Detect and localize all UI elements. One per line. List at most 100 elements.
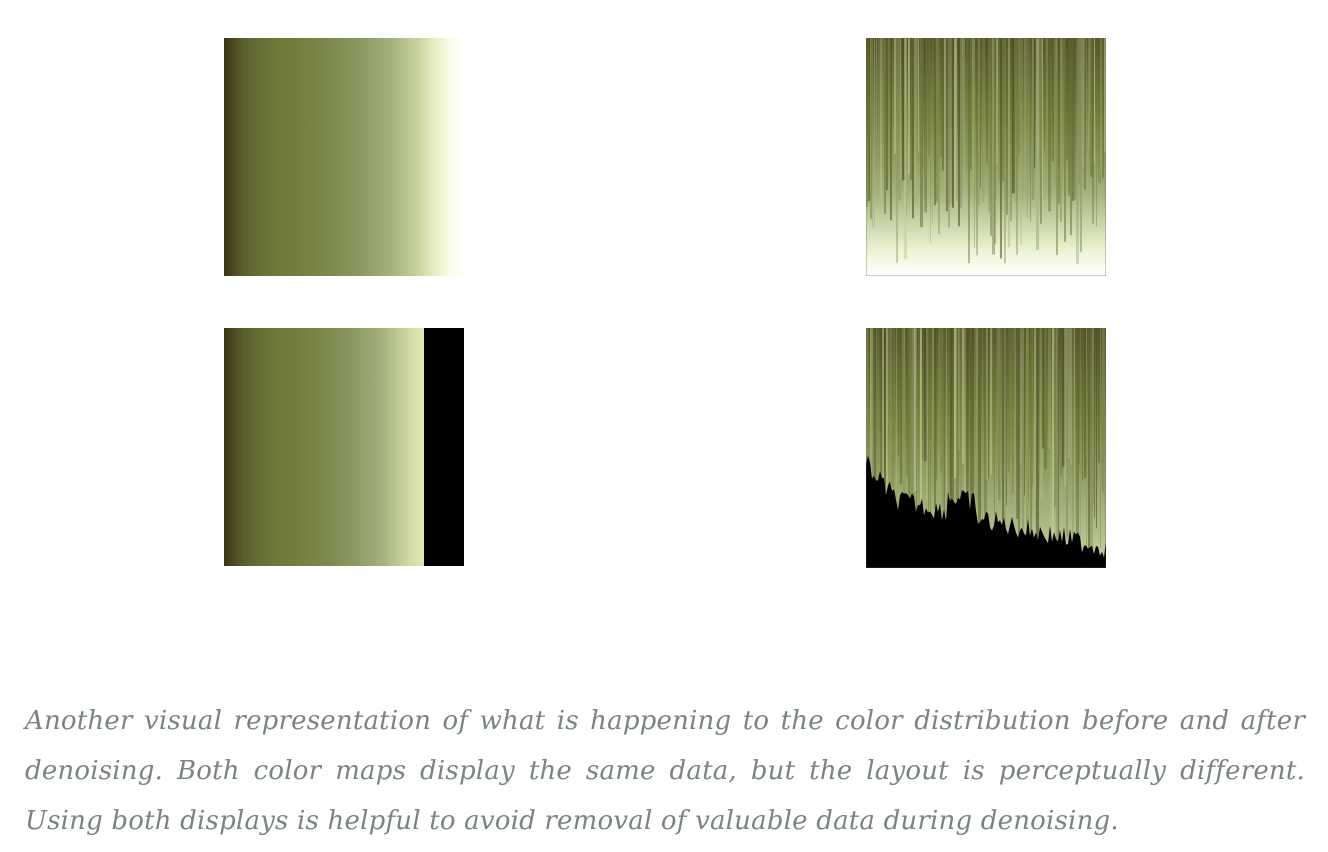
streak <box>1038 328 1040 474</box>
streak <box>890 328 892 500</box>
streak <box>1056 328 1058 558</box>
streak <box>1098 38 1101 184</box>
streak <box>1058 38 1060 204</box>
streak <box>904 328 905 518</box>
streak <box>894 38 896 154</box>
streak <box>1058 328 1059 542</box>
streak <box>1082 38 1085 169</box>
streak <box>918 38 919 151</box>
streak <box>902 38 905 181</box>
streak <box>932 38 933 223</box>
streak <box>1100 38 1102 176</box>
streak <box>986 38 988 164</box>
streak <box>986 328 988 480</box>
streak <box>946 38 948 212</box>
streak <box>952 38 954 208</box>
streak <box>1028 38 1030 149</box>
streak <box>884 38 886 214</box>
streak <box>978 38 980 207</box>
streak <box>962 328 964 464</box>
streak <box>1030 328 1032 545</box>
streak <box>992 38 995 255</box>
streak <box>948 328 951 496</box>
streak-canvas <box>866 38 1106 276</box>
streak <box>1100 328 1101 548</box>
streak <box>934 38 936 206</box>
streak <box>898 328 899 456</box>
gradient-fill <box>224 38 464 276</box>
streak <box>1086 328 1087 554</box>
streak <box>1052 38 1054 162</box>
streak <box>1086 38 1087 194</box>
streak <box>866 328 868 553</box>
streak <box>988 38 990 213</box>
streak <box>1096 38 1097 227</box>
streak <box>1064 38 1066 242</box>
streak <box>1044 38 1045 150</box>
streak <box>968 38 970 264</box>
streak <box>898 38 901 201</box>
streak <box>990 328 992 475</box>
streak <box>1048 328 1050 450</box>
streak <box>946 328 947 495</box>
streak <box>948 38 950 228</box>
streak <box>934 328 936 509</box>
streak <box>916 328 917 556</box>
streak <box>900 328 902 485</box>
streak <box>1006 38 1008 215</box>
streak <box>890 38 892 221</box>
streak <box>1024 38 1026 178</box>
streak <box>1010 38 1012 222</box>
streak <box>1026 38 1028 219</box>
streak <box>1076 38 1079 264</box>
streak <box>892 328 894 488</box>
streak <box>962 38 964 155</box>
streak <box>994 38 996 245</box>
streak <box>884 328 886 510</box>
streak <box>886 38 888 191</box>
streak <box>970 328 972 526</box>
streak <box>1040 328 1043 499</box>
streak <box>902 328 905 541</box>
streak <box>982 38 984 203</box>
streak <box>878 38 880 163</box>
streak <box>1022 328 1024 530</box>
streak <box>1032 328 1033 487</box>
streak <box>958 38 960 227</box>
streak <box>926 38 927 208</box>
streak <box>964 328 966 533</box>
streak <box>1074 328 1075 495</box>
streak <box>998 328 1000 501</box>
streak <box>954 38 957 214</box>
streak <box>866 38 868 207</box>
streak <box>1060 38 1062 222</box>
streak <box>1004 38 1006 264</box>
streak <box>980 38 981 188</box>
streak <box>938 328 940 492</box>
streak <box>1028 328 1029 499</box>
streak <box>1020 328 1022 464</box>
streak <box>882 38 885 169</box>
streak <box>1024 328 1025 496</box>
streak <box>1032 38 1034 200</box>
streak <box>1092 328 1094 505</box>
streak <box>1002 38 1004 182</box>
streak <box>912 38 914 219</box>
streak <box>1046 38 1048 155</box>
streak <box>1040 38 1042 224</box>
streak <box>1034 328 1037 501</box>
streak <box>930 38 931 243</box>
streak <box>1020 38 1022 246</box>
streak <box>1012 38 1015 194</box>
streak <box>982 328 983 536</box>
streak <box>906 328 908 476</box>
streak <box>1084 328 1087 479</box>
streak <box>1050 38 1051 158</box>
streak <box>1042 38 1043 220</box>
streak <box>900 38 901 180</box>
streak <box>1004 328 1006 523</box>
streak <box>1078 328 1080 466</box>
streak <box>1072 38 1074 202</box>
gradient-fill <box>224 328 424 566</box>
streak <box>960 328 962 543</box>
